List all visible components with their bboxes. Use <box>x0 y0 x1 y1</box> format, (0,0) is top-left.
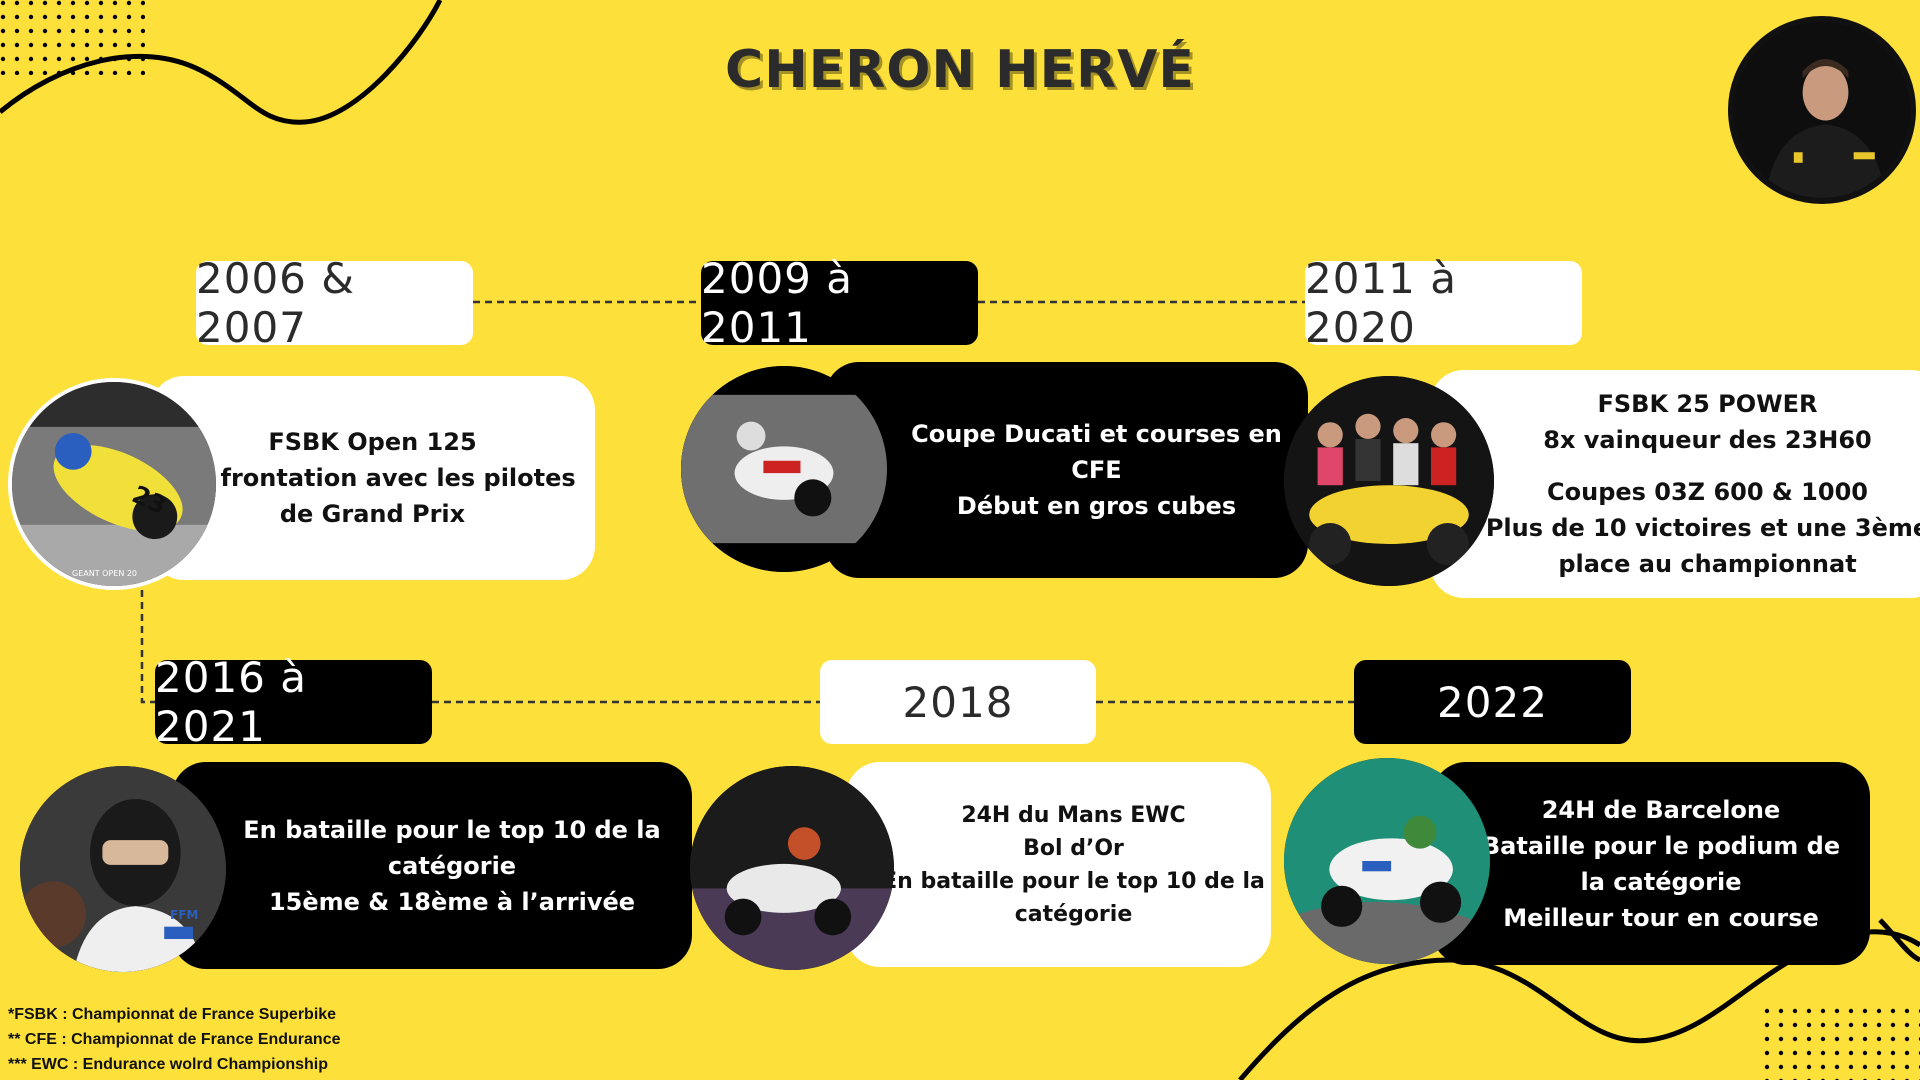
footnote-fsbk: *FSBK : Championnat de France Superbike <box>8 1006 337 1023</box>
photo-2016-rider-helmet: FFM <box>20 766 226 972</box>
photo-badge: FFM <box>170 908 199 922</box>
card-line: 24H de Barcelone <box>1541 795 1781 824</box>
timeline-card-2009: Coupe Ducati et courses en CFE Début en … <box>825 362 1308 578</box>
card-line: Confrontation avec les pilotes <box>169 464 576 492</box>
card-line: Meilleur tour en course <box>1503 903 1819 932</box>
year-label-2006: 2006 & 2007 <box>196 254 473 352</box>
timeline-card-2022: 24H de Barcelone Bataille pour le podium… <box>1432 762 1870 965</box>
card-line: Coupes 03Z 600 & 1000 <box>1547 478 1868 506</box>
photo-2011-team-celebration <box>1284 376 1494 586</box>
year-label-2022: 2022 <box>1354 660 1631 744</box>
card-line: En bataille pour le top 10 de la <box>882 868 1265 894</box>
card-line: la catégorie <box>1580 867 1742 896</box>
card-line: FSBK 25 POWER <box>1597 390 1818 418</box>
person-portrait-icon <box>1734 22 1910 198</box>
dot-grid-top-left <box>0 0 145 75</box>
card-line: catégorie <box>387 851 517 880</box>
timeline-card-2018: 24H du Mans EWC Bol d’Or En bataille pou… <box>846 762 1271 967</box>
motorbike-white-icon <box>681 366 887 572</box>
card-line: CFE <box>1071 456 1122 484</box>
photo-2018-night-race <box>690 766 894 970</box>
photo-2006-motorbike: 23 GEANT OPEN 20 <box>8 378 220 590</box>
card-line: Bataille pour le podium de <box>1481 831 1841 860</box>
footnote-ewc: *** EWC : Endurance wolrd Championship <box>8 1056 329 1073</box>
card-line: En bataille pour le top 10 de la <box>243 815 661 844</box>
curve-top-left <box>0 0 443 125</box>
curve-right-edge <box>1878 918 1920 963</box>
connector-1-4 <box>140 578 155 704</box>
team-motorbike-icon <box>1284 376 1494 586</box>
card-line: Début en gros cubes <box>956 492 1237 520</box>
year-label-2011: 2011 à 2020 <box>1305 254 1582 352</box>
motorbike-track-icon <box>1284 758 1490 964</box>
year-label-2016: 2016 à 2021 <box>155 653 432 751</box>
card-line: de Grand Prix <box>279 500 466 528</box>
card-line: 15ème & 18ème à l’arrivée <box>268 887 636 916</box>
motorbike-yellow-icon: 23 <box>12 382 216 586</box>
timeline-card-2016: En bataille pour le top 10 de la catégor… <box>172 762 692 969</box>
helmet-icon <box>20 766 226 972</box>
card-line: 8x vainqueur des 23H60 <box>1543 426 1872 454</box>
photo-2009-ducati <box>681 366 887 572</box>
card-line: Bol d’Or <box>1023 835 1124 861</box>
photo-caption: GEANT OPEN 20 <box>72 569 138 578</box>
card-line: catégorie <box>1014 901 1133 927</box>
footnote-cfe: ** CFE : Championnat de France Endurance <box>8 1031 341 1048</box>
year-label-2018: 2018 <box>820 660 1096 744</box>
page-title: CHERON HERVÉ <box>725 40 1195 100</box>
card-line: Coupe Ducati et courses en <box>911 420 1282 448</box>
year-label-2009: 2009 à 2011 <box>701 254 978 352</box>
photo-2022-barcelona <box>1284 758 1490 964</box>
card-line: FSBK Open 125 <box>268 428 477 456</box>
motorbike-night-icon <box>690 766 894 970</box>
card-line: place au championnat <box>1558 550 1857 578</box>
card-line: Plus de 10 victoires et une 3ème <box>1485 514 1920 542</box>
avatar <box>1728 16 1916 204</box>
card-line: 24H du Mans EWC <box>961 802 1186 828</box>
dot-grid-bottom-right <box>1760 1005 1920 1080</box>
timeline-card-2011: FSBK 25 POWER 8x vainqueur des 23H60 Cou… <box>1430 370 1920 598</box>
timeline-card-2006: FSBK Open 125 Confrontation avec les pil… <box>150 376 595 580</box>
